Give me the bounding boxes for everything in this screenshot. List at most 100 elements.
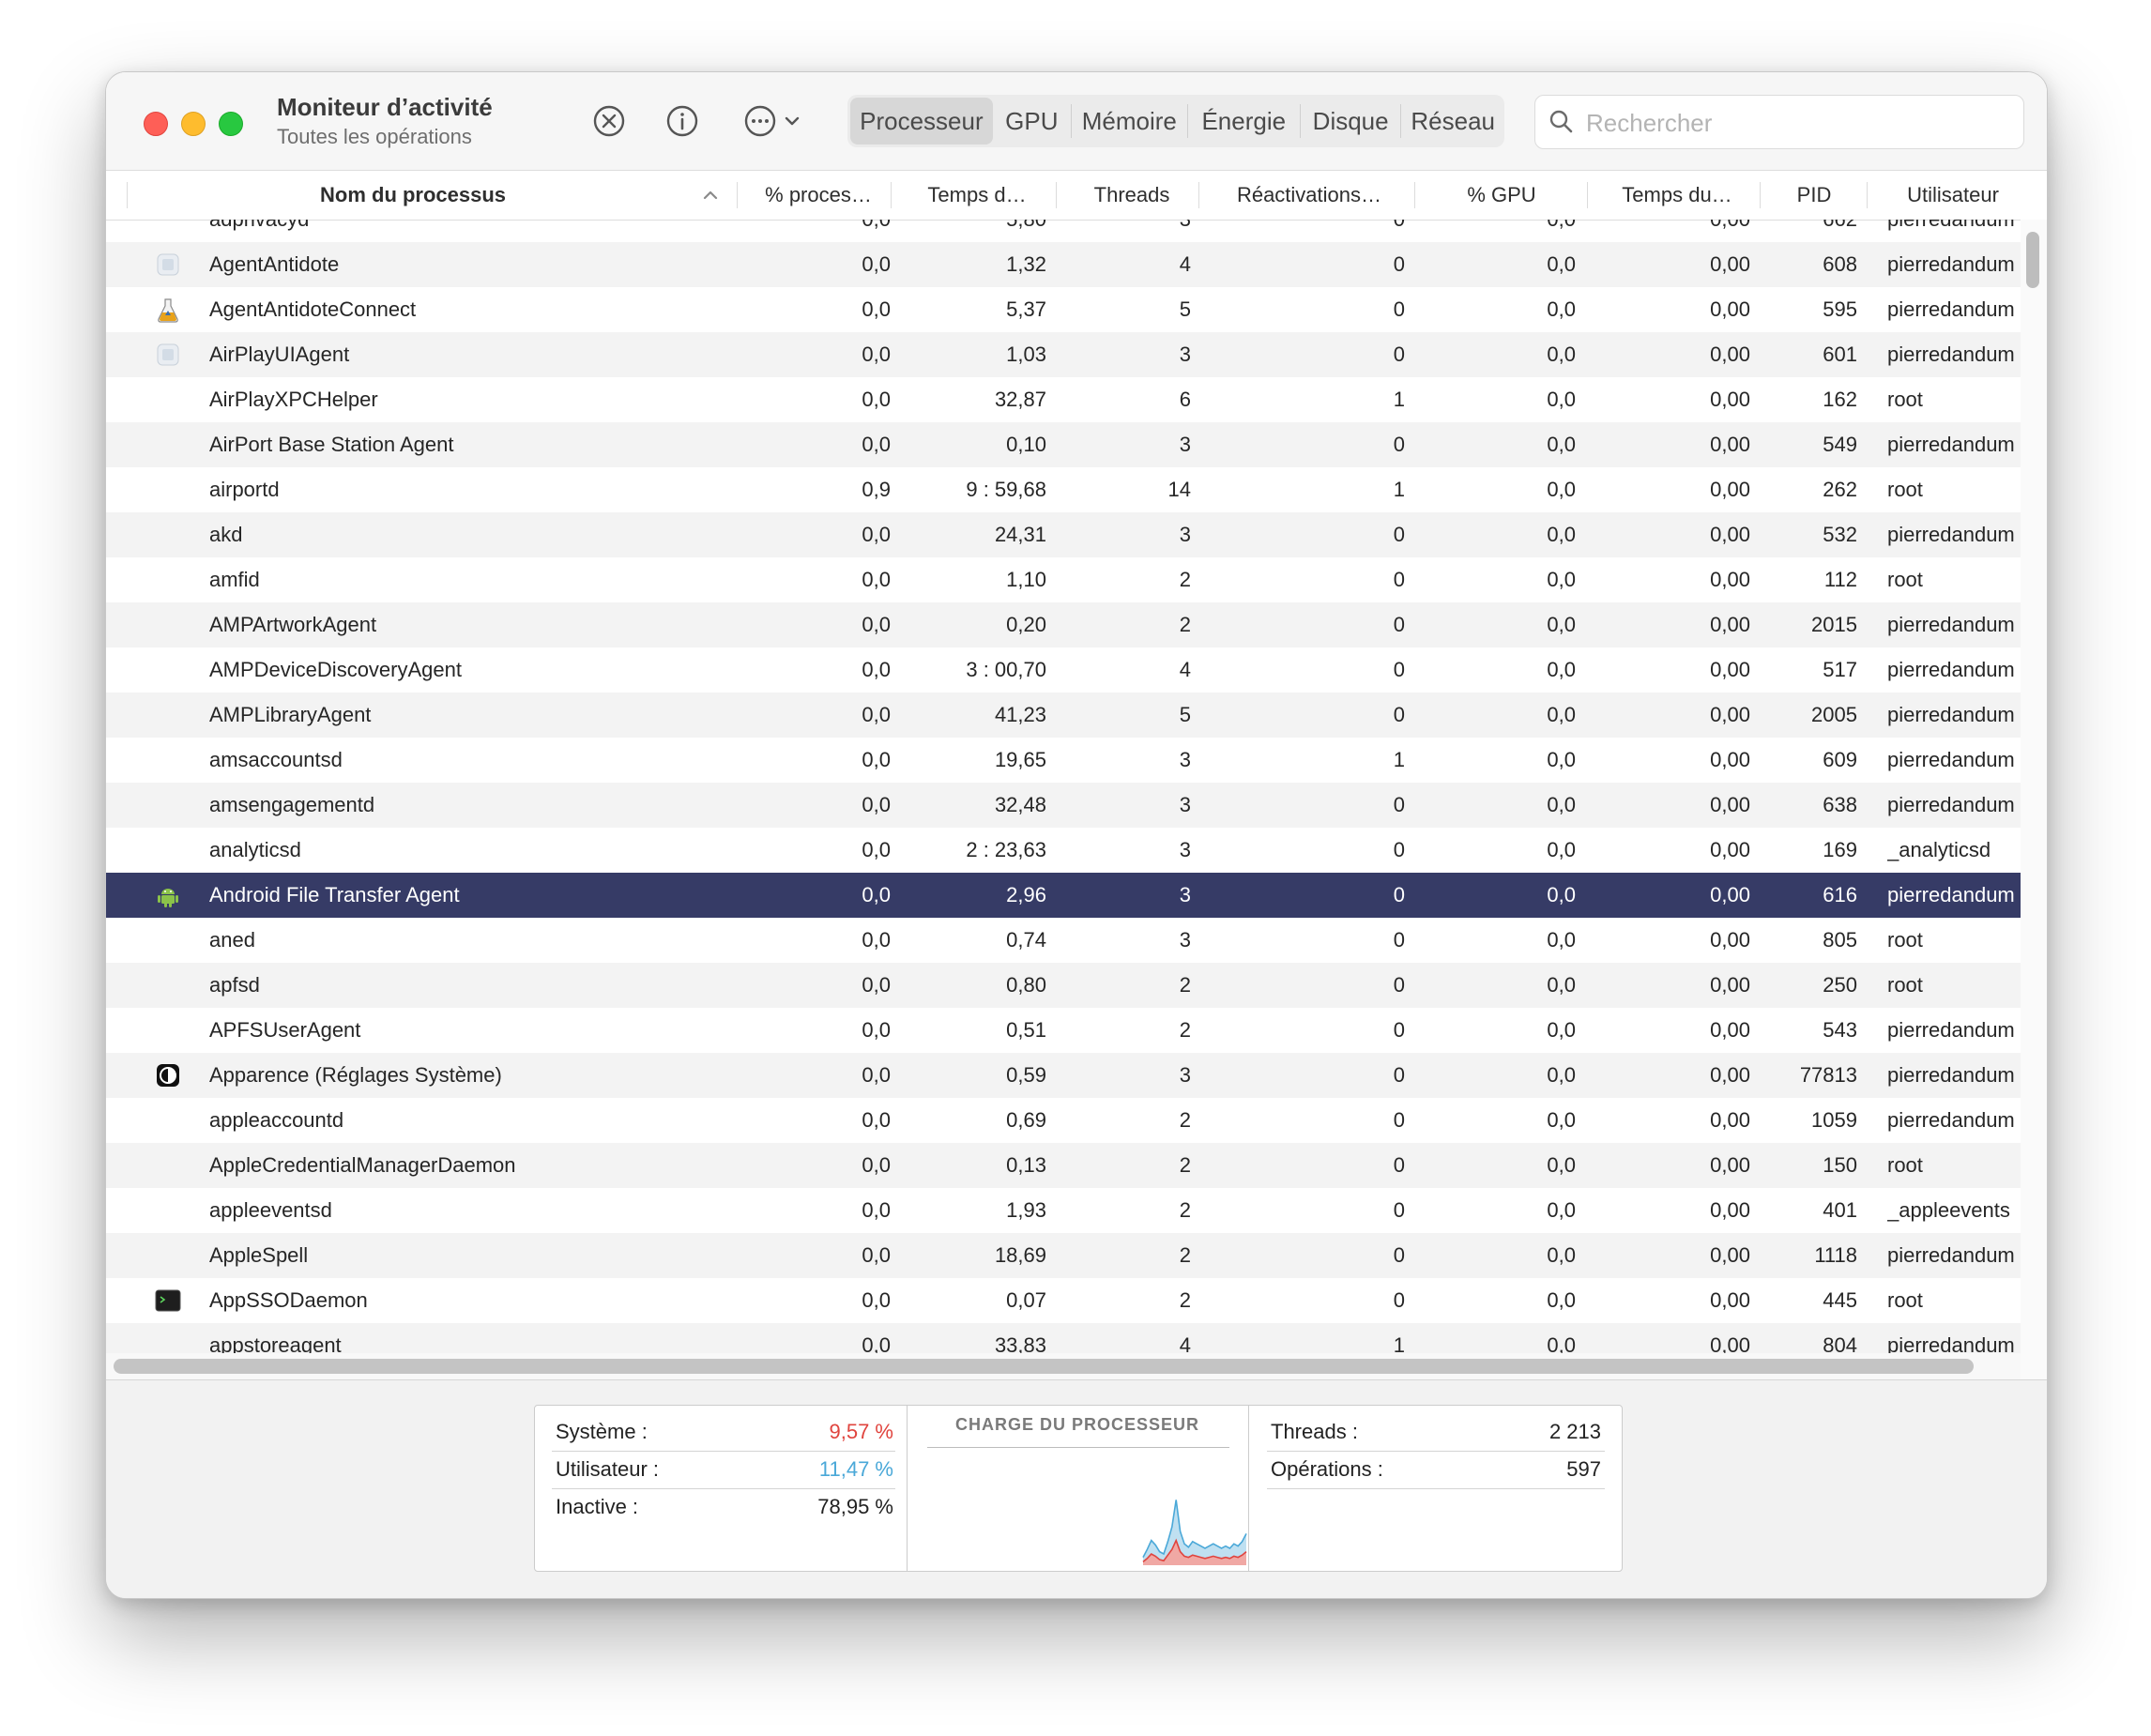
- table-row[interactable]: AMPLibraryAgent 0,0 41,23 5 0 0,0 0,00 2005 pier…: [106, 693, 2021, 738]
- cell-pid: 150: [1823, 1153, 1857, 1177]
- cell-wakeups: 0: [1393, 297, 1405, 321]
- inspect-process-button[interactable]: [662, 100, 703, 142]
- vertical-scroll-track[interactable]: [2021, 220, 2047, 1434]
- table-row[interactable]: analyticsd 0,0 2 : 23,63 3 0 0,0 0,00 169 _analy…: [106, 828, 2021, 873]
- table-row[interactable]: AMPDeviceDiscoveryAgent 0,0 3 : 00,70 4 0 0,0…: [106, 647, 2021, 693]
- table-row[interactable]: amsaccountsd 0,0 19,65 3 1 0,0 0,00 609 pierreda…: [106, 738, 2021, 783]
- cell-wakeups: 1: [1393, 388, 1405, 411]
- tab-energie[interactable]: Énergie: [1201, 106, 1287, 135]
- cell-user: _appleevents: [1887, 1198, 2010, 1222]
- column-header-cpu-time[interactable]: Temps d…: [927, 183, 1027, 206]
- table-row[interactable]: AirPlayUIAgent 0,0 1,03 3 0 0,0 0,00 601 pierred…: [106, 332, 2021, 377]
- cell-pid: 549: [1823, 433, 1857, 456]
- info-icon: [666, 105, 698, 137]
- cell-gpu: 0,0: [1426, 220, 1576, 242]
- cell-pid: 262: [1823, 478, 1857, 501]
- cell-wakeups: 0: [1393, 1153, 1405, 1177]
- more-actions-button[interactable]: [737, 100, 808, 142]
- stop-process-button[interactable]: [588, 100, 630, 142]
- cell-user: pierredandum: [1887, 1108, 2015, 1132]
- cell-cpu: 0,0: [862, 1108, 891, 1132]
- table-row[interactable]: AMPArtworkAgent 0,0 0,20 2 0 0,0 0,00 2015 pierr…: [106, 602, 2021, 647]
- cell-user: pierredandum: [1887, 748, 2015, 771]
- table-row[interactable]: airportd 0,9 9 : 59,68 14 1 0,0 0,00 262 root: [106, 467, 2021, 512]
- column-header-wakeups[interactable]: Réactivations…: [1236, 183, 1382, 206]
- table-row[interactable]: AirPlayXPCHelper 0,0 32,87 6 1 0,0 0,00 162 root: [106, 377, 2021, 422]
- cell-threads: 2: [1179, 1108, 1191, 1132]
- table-row[interactable]: appleaccountd 0,0 0,69 2 0 0,0 0,00 1059 pierred…: [106, 1098, 2021, 1143]
- table-row[interactable]: aned 0,0 0,74 3 0 0,0 0,00 805 root: [106, 918, 2021, 963]
- table-row[interactable]: apfsd 0,0 0,80 2 0 0,0 0,00 250 root: [106, 963, 2021, 1008]
- column-header-threads[interactable]: Threads: [1093, 183, 1170, 206]
- stat-idle-label: Inactive :: [556, 1495, 639, 1518]
- close-window-button[interactable]: [144, 112, 168, 136]
- cell-cpu-time: 41,23: [994, 703, 1046, 726]
- column-header-cpu[interactable]: % proces…: [765, 183, 872, 206]
- cell-wakeups: 0: [1393, 883, 1405, 906]
- cell-gpu: 0,0: [1547, 973, 1576, 997]
- table-row[interactable]: appleeventsd 0,0 1,93 2 0 0,0 0,00 401 _appleeve…: [106, 1188, 2021, 1233]
- cell-process-name: appleaccountd: [209, 1108, 344, 1132]
- cell-cpu-time: 1,03: [1006, 343, 1046, 366]
- horizontal-scrollbar[interactable]: [114, 1359, 1974, 1374]
- cell-gpu: 0,0: [1547, 883, 1576, 906]
- cell-cpu-time: 1,10: [1006, 568, 1046, 591]
- cell-user: root: [1887, 478, 1923, 501]
- cell-pid: 2015: [1811, 613, 1857, 636]
- column-divider: [127, 182, 128, 208]
- table-row[interactable]: AgentAntidoteConnect 0,0 5,37 5 0 0,0 0,00 595 p…: [106, 287, 2021, 332]
- cell-user: pierredandum: [1887, 658, 2015, 681]
- column-header-user[interactable]: Utilisateur: [1907, 183, 1999, 206]
- cell-pid: 401: [1823, 1198, 1857, 1222]
- cell-cpu: 0,9: [862, 478, 891, 501]
- table-row[interactable]: AppleCredentialManagerDaemon 0,0 0,13 2 0 0,0…: [106, 1143, 2021, 1188]
- column-header-gpu[interactable]: % GPU: [1467, 183, 1536, 206]
- cell-cpu-time: 2 : 23,63: [966, 838, 1046, 861]
- table-row[interactable]: AppleSpell 0,0 18,69 2 0 0,0 0,00 1118 pierredan…: [106, 1233, 2021, 1278]
- process-table[interactable]: adprivacyd0,05,80300,00,00662pierredandu…: [106, 220, 2021, 1434]
- cell-pid: 804: [1823, 1333, 1857, 1357]
- cell-gpu: 0,0: [1547, 523, 1576, 546]
- minimize-window-button[interactable]: [181, 112, 206, 136]
- tab-disque[interactable]: Disque: [1312, 106, 1389, 135]
- column-header-gpu-time[interactable]: Temps du…: [1622, 183, 1732, 206]
- cell-pid: 517: [1823, 658, 1857, 681]
- table-row[interactable]: Android File Transfer Agent 0,0 2,96 3 0 0,0 0…: [106, 873, 2021, 918]
- cell-user: pierredandum: [1887, 1243, 2015, 1267]
- cell-gpu: 0,0: [1547, 1018, 1576, 1042]
- column-header-pid[interactable]: PID: [1796, 183, 1832, 206]
- table-row[interactable]: amfid 0,0 1,10 2 0 0,0 0,00 112 root: [106, 557, 2021, 602]
- vertical-scrollbar[interactable]: [2026, 232, 2039, 288]
- cell-threads: 3: [1179, 523, 1191, 546]
- cell-gpu-time: 0,00: [1710, 703, 1750, 726]
- cell-gpu-time: 0,00: [1710, 388, 1750, 411]
- tab-gpu[interactable]: GPU: [1005, 106, 1059, 135]
- tab-memoire[interactable]: Mémoire: [1081, 106, 1177, 135]
- cell-cpu-time: 0,80: [1006, 973, 1046, 997]
- cell-user: pierredandum: [1887, 613, 2015, 636]
- cell-pid: 532: [1823, 523, 1857, 546]
- table-row[interactable]: AirPort Base Station Agent 0,0 0,10 3 0 0,0 0,…: [106, 422, 2021, 467]
- zoom-window-button[interactable]: [219, 112, 243, 136]
- tab-processeur[interactable]: Processeur: [850, 98, 993, 145]
- table-row[interactable]: amsengagementd 0,0 32,48 3 0 0,0 0,00 638 pierre…: [106, 783, 2021, 828]
- stat-user: Utilisateur : 11,47 %: [556, 1451, 893, 1488]
- cell-gpu: 0,0: [1547, 1063, 1576, 1087]
- cell-cpu: 0,0: [862, 343, 891, 366]
- table-row[interactable]: Apparence (Réglages Système) 0,0 0,59 3 0 0,0…: [106, 1053, 2021, 1098]
- tab-reseau[interactable]: Réseau: [1411, 106, 1495, 135]
- cell-gpu: 0,0: [1547, 478, 1576, 501]
- column-header-process-name[interactable]: Nom du processus: [320, 183, 507, 206]
- stat-system-label: Système :: [556, 1420, 648, 1443]
- table-row[interactable]: APFSUserAgent 0,0 0,51 2 0 0,0 0,00 543 pierreda…: [106, 1008, 2021, 1053]
- cell-pid: 1059: [1811, 1108, 1857, 1132]
- table-row[interactable]: AgentAntidote 0,0 1,32 4 0 0,0 0,00 608 pierreda…: [106, 242, 2021, 287]
- table-row[interactable]: adprivacyd 0,0 5,80 30 0,0 0,00 662 pierredandu…: [106, 220, 2021, 242]
- cell-gpu-time: 0,00: [1710, 433, 1750, 456]
- search-field[interactable]: [1534, 95, 2024, 149]
- cell-gpu: 0,0: [1547, 297, 1576, 321]
- search-input[interactable]: [1584, 103, 2010, 143]
- table-row[interactable]: akd 0,0 24,31 3 0 0,0 0,00 532 pierredandum: [106, 512, 2021, 557]
- cell-gpu-time: 0,00: [1710, 1288, 1750, 1312]
- table-row[interactable]: AppSSODaemon 0,0 0,07 2 0 0,0 0,00 445 root: [106, 1278, 2021, 1323]
